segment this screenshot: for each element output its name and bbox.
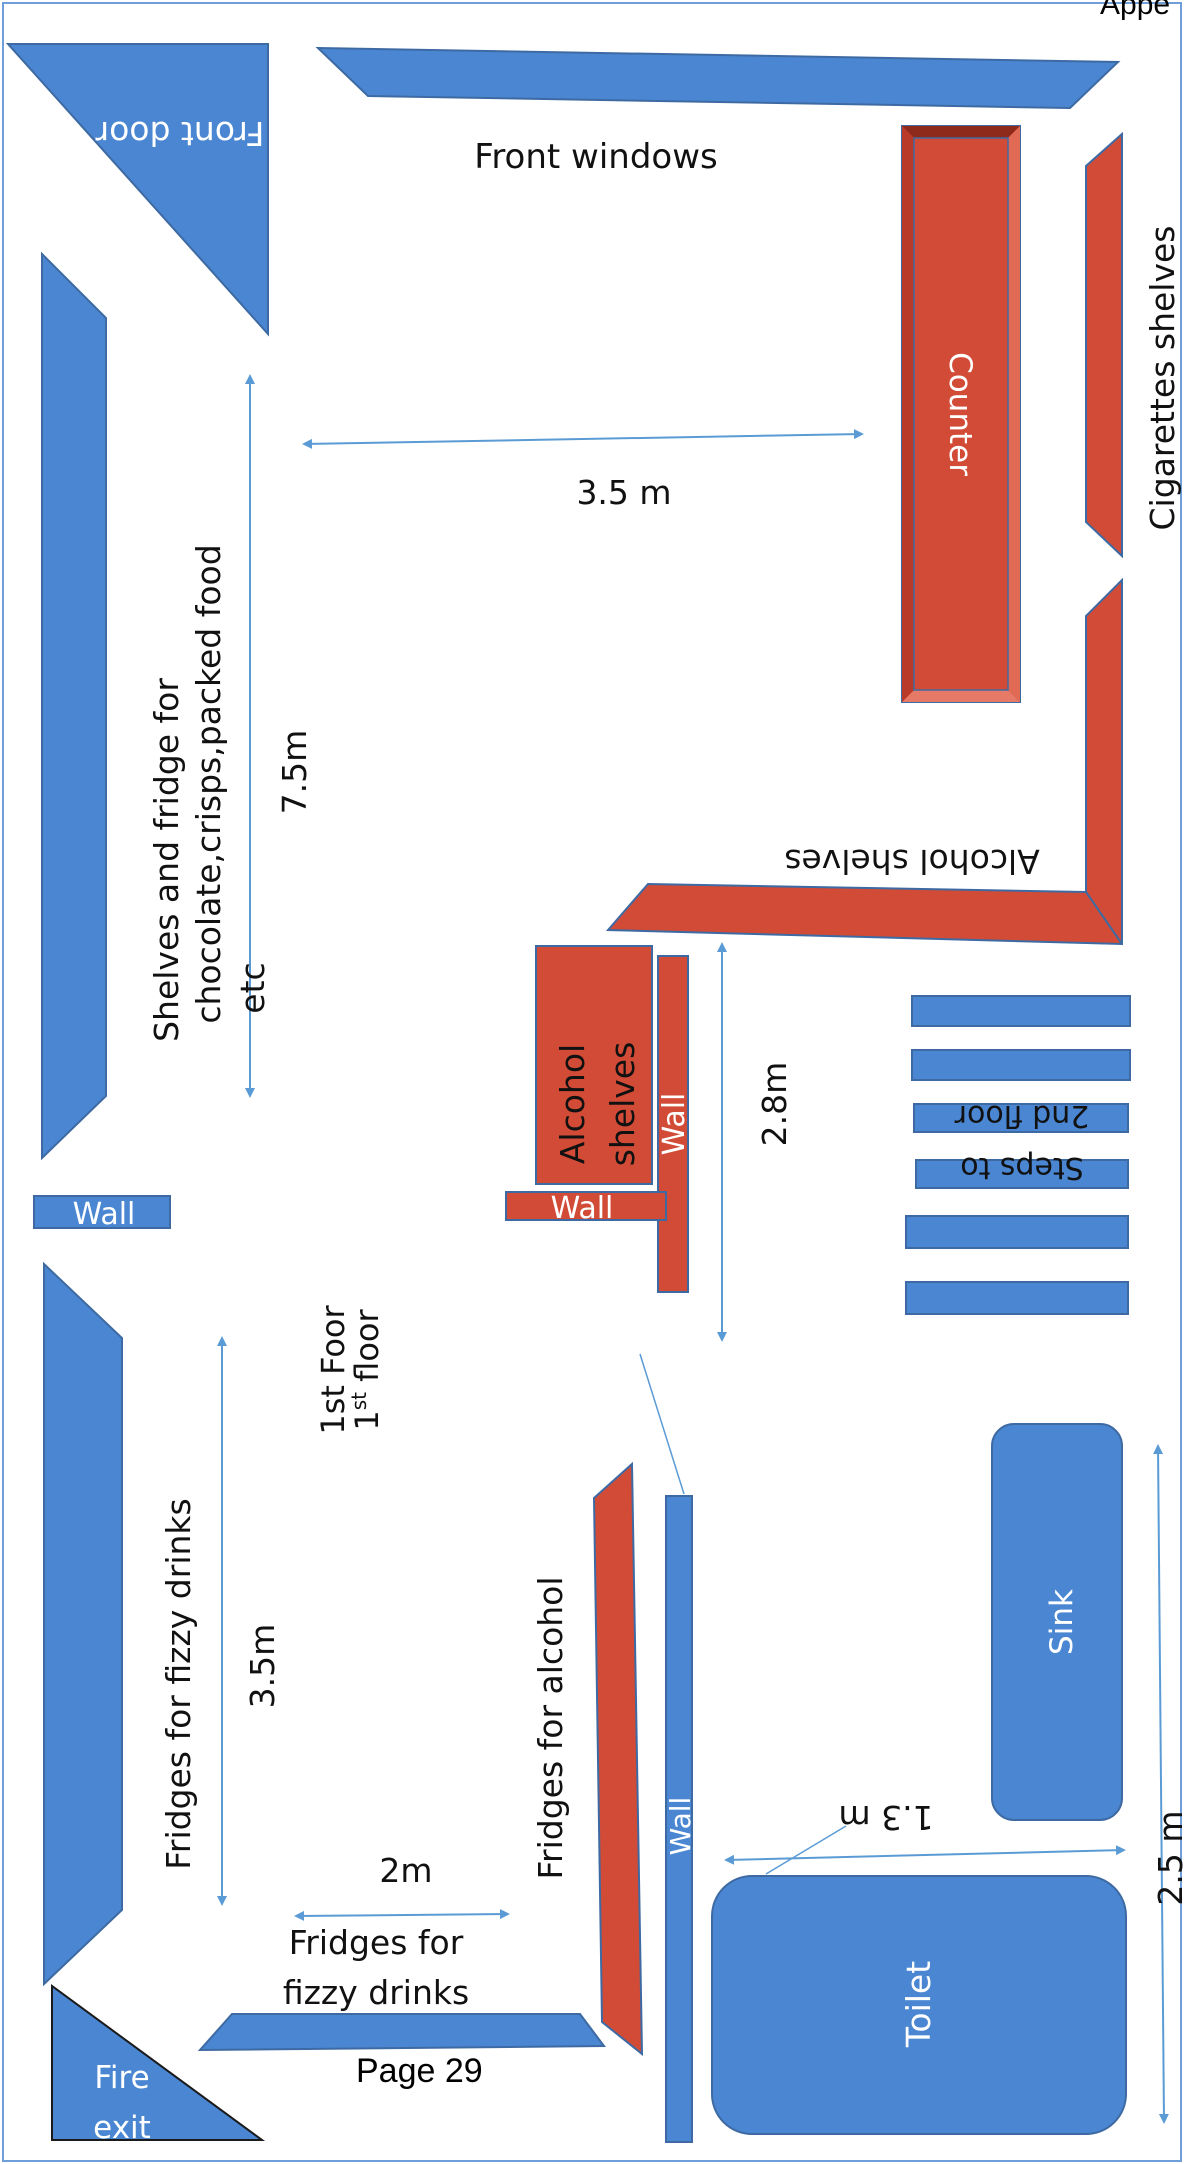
alcohol-shelves-top-label: Alcohol shelves [784, 842, 1039, 881]
wall-mid-horizontal-label: Wall [551, 1191, 614, 1226]
steps-label-line1: 2nd floor [954, 1098, 1089, 1133]
shelves-fridge-label-line2: chocolate,crisps,packed food [189, 544, 228, 1023]
counter-shape [901, 125, 1021, 703]
front-windows-label: Front windows [474, 137, 718, 177]
front-door-label: Front door [95, 114, 264, 153]
wall-mid-vertical-shape [657, 955, 689, 1293]
fridges-alcohol-label: Fridges for alcohol [531, 1576, 570, 1879]
shelves-fridge-label-line1: Shelves and fridge for [147, 678, 186, 1042]
fire-exit-label: Fire exit [93, 2060, 151, 2146]
fridges-fizzy-bottom-line1: Fridges for [289, 1923, 464, 1962]
alcohol-shelves-block-label: Alcohol shelves [553, 1042, 642, 1167]
sink-shape [991, 1423, 1123, 1821]
sink-label: Sink [1044, 1589, 1080, 1655]
fridges-fizzy-bottom-label: Fridges for fizzy drinks [283, 1923, 469, 2012]
step-5 [905, 1215, 1129, 1249]
dimension-2m-label: 2m [379, 1851, 432, 1890]
fire-exit-shape [51, 1984, 266, 2141]
dimension-arrow-3-5m-top [302, 429, 864, 449]
dimension-1-3m-label: 1.3 m [838, 1798, 933, 1837]
floor-label: 1st Foor 1st floor [314, 1304, 386, 1434]
dimension-2-8m-label: 2.8m [755, 1062, 794, 1147]
dimension-2-5m-label: 2.5 m [1151, 1810, 1184, 1905]
dimension-3-5m-left-label: 3.5m [243, 1624, 282, 1709]
steps-to-2nd-floor [905, 995, 1131, 1315]
steps-label: 2nd floor Steps to [954, 1098, 1089, 1185]
toilet-label: Toilet [899, 1961, 938, 2048]
fire-exit-label-line1: Fire [94, 2060, 149, 2096]
cigarettes-shelves-label: Cigarettes shelves [1143, 226, 1182, 531]
fire-exit-label-line2: exit [93, 2110, 151, 2146]
floor-label-line2-main: 1 [348, 1410, 386, 1430]
alcohol-shelves-block-line2: shelves [603, 1042, 642, 1167]
alcohol-shelves-block-line1: Alcohol [553, 1044, 592, 1164]
floor-label-line2-rest: floor [348, 1309, 386, 1392]
dimension-arrow-2m [294, 1909, 510, 1921]
shelves-fridge-label: Shelves and fridge for chocolate,crisps,… [147, 544, 272, 1042]
step-6 [905, 1281, 1129, 1315]
shelves-fridge-label-line3: etc [233, 962, 272, 1013]
dimension-7-5m-label: 7.5m [275, 730, 314, 815]
dimension-3-5m-top-label: 3.5 m [576, 473, 671, 512]
shelves-fridge-chocolate-shape [41, 251, 107, 1161]
dimension-arrow-1-3m [724, 1845, 1126, 1865]
appendix-header-text: Appe [1100, 0, 1171, 21]
steps-label-line2: Steps to [960, 1150, 1084, 1185]
wall-lower-label: Wall [664, 1797, 697, 1856]
fridges-fizzy-bottom-line2: fizzy drinks [283, 1973, 469, 2012]
front-door-shape [5, 43, 269, 337]
cigarettes-shelves-shape [1085, 131, 1123, 559]
floor-label-line1: 1st Foor [314, 1304, 352, 1434]
wall-mid-horizontal-shape [505, 1191, 667, 1221]
counter-label: Counter [942, 352, 978, 476]
toilet-leader-line [765, 1825, 847, 1875]
wall-lower-shape [665, 1495, 693, 2143]
wall-leader-line [639, 1353, 685, 1495]
alcohol-shelves-block-shape [535, 945, 653, 1185]
step-1 [911, 995, 1131, 1027]
wall-left-label: Wall [73, 1197, 136, 1232]
wall-mid-vertical-label: Wall [657, 1093, 692, 1156]
floor-label-line2: 1st floor [347, 1309, 386, 1431]
front-windows-shape [315, 46, 1121, 110]
floor-label-line2-sup: st [347, 1392, 371, 1410]
step-3 [913, 1103, 1129, 1133]
alcohol-shelves-top-shape [605, 577, 1123, 946]
fridges-fizzy-left-label: Fridges for fizzy drinks [159, 1498, 198, 1869]
dimension-arrow-2-5m [1153, 1444, 1169, 2124]
fridges-fizzy-bottom-shape [197, 2013, 606, 2052]
page-number: Page 29 [356, 2052, 483, 2090]
toilet-shape [711, 1875, 1127, 2135]
step-4 [915, 1159, 1129, 1189]
fridges-fizzy-left-shape [43, 1261, 123, 1987]
fridges-alcohol-shape [592, 1461, 644, 2057]
step-2 [911, 1049, 1131, 1081]
wall-left-shape [33, 1195, 171, 1229]
